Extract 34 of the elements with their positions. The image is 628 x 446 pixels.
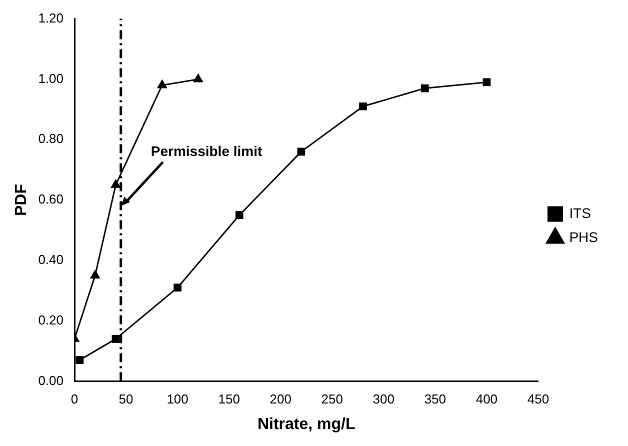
y-axis-title: PDF xyxy=(13,184,30,216)
x-tick-label: 100 xyxy=(166,392,188,407)
point xyxy=(359,102,367,110)
x-tick-label: 250 xyxy=(321,392,343,407)
x-tick-label: 400 xyxy=(476,392,498,407)
y-tick-label: 0.80 xyxy=(38,131,64,146)
x-axis-title: Nitrate, mg/L xyxy=(257,416,356,433)
point xyxy=(235,211,244,220)
y-tick-label: 0.40 xyxy=(38,252,64,267)
point xyxy=(90,270,100,278)
y-tick-label: 0.00 xyxy=(38,372,64,388)
point xyxy=(174,284,182,292)
point xyxy=(194,74,203,82)
point xyxy=(112,334,120,343)
legend-label: PHS xyxy=(569,228,598,245)
x-tick-label: 350 xyxy=(424,392,446,407)
x-tick-label: 450 xyxy=(527,392,550,407)
point xyxy=(482,78,491,86)
annotation: Permissible limit xyxy=(150,143,262,160)
x-tick-label: 0 xyxy=(70,392,78,407)
point xyxy=(157,80,167,88)
y-tick-label: 0.60 xyxy=(38,192,64,207)
y-tick-label: 1.00 xyxy=(38,70,64,86)
point xyxy=(297,148,306,156)
y-tick-label: 0.20 xyxy=(38,312,64,328)
point xyxy=(420,84,429,92)
y-tick-label: 1.20 xyxy=(38,10,64,26)
point xyxy=(111,180,120,188)
x-tick-label: 50 xyxy=(118,392,134,407)
x-tick-label: 200 xyxy=(270,392,292,407)
legend-label: ITS xyxy=(569,204,591,221)
x-tick-label: 300 xyxy=(372,392,394,407)
point xyxy=(76,356,84,364)
x-tick-label: 150 xyxy=(218,392,240,407)
